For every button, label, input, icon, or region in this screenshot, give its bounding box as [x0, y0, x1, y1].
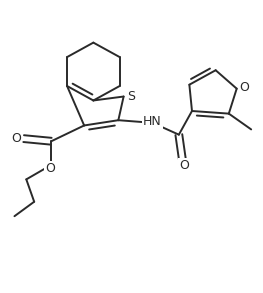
- Text: O: O: [179, 159, 189, 172]
- Text: O: O: [240, 81, 250, 94]
- Text: O: O: [11, 132, 21, 145]
- Text: S: S: [127, 90, 135, 103]
- Text: HN: HN: [143, 115, 162, 128]
- Text: O: O: [45, 161, 55, 175]
